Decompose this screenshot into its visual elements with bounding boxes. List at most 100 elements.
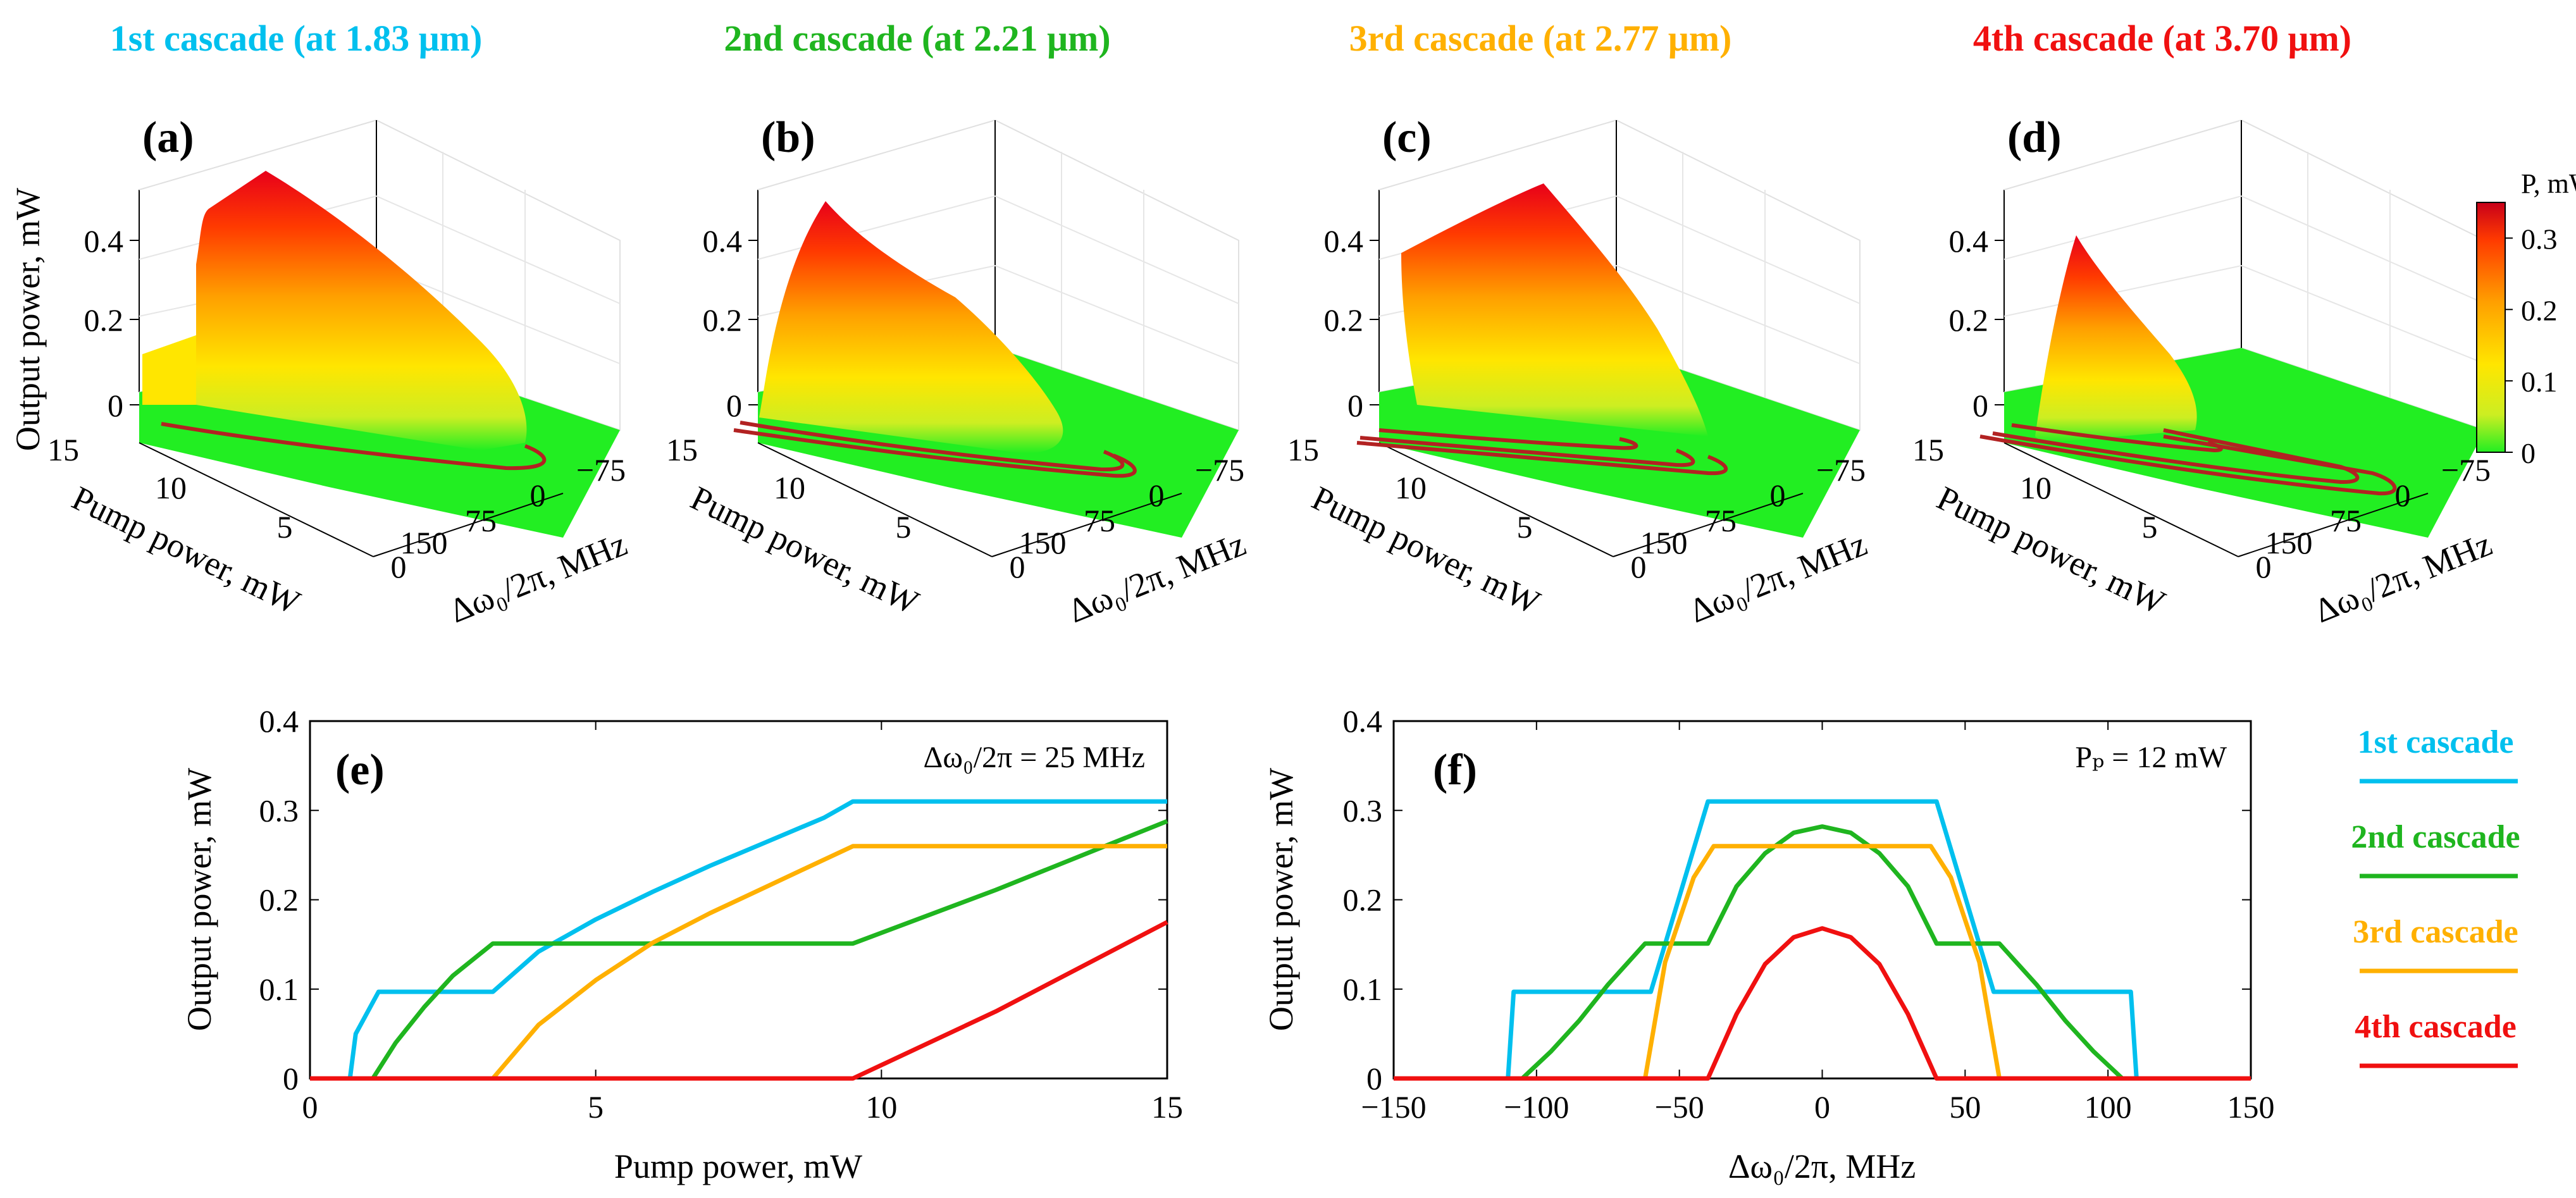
panel-e-xlabel: Pump power, mW: [614, 1147, 862, 1185]
panel-f-ylabel: Output power, mW: [1262, 768, 1300, 1031]
z-tick-label: 0: [108, 388, 123, 423]
z-tick-label: 0.2: [1324, 302, 1364, 338]
panel-f-label: (f): [1433, 746, 1477, 794]
z-tick-label: 0: [1972, 388, 1988, 423]
grid-lines: [1378, 152, 1861, 402]
y-tick-label: 0.4: [1343, 703, 1383, 739]
surface-step: [142, 335, 196, 405]
series-2-line: [310, 818, 1168, 1081]
panel-b-label: (b): [761, 113, 815, 162]
x-tick-label: 0: [391, 549, 407, 584]
contour-line: [1979, 435, 2397, 496]
surface: [1979, 235, 2397, 496]
y-tick-label: 0: [283, 1061, 299, 1096]
x-tick-label: 10: [865, 1089, 897, 1125]
x-tick-label: 15: [1912, 432, 1944, 467]
z-tick-label: 0.2: [1949, 302, 1989, 338]
panel-f: (f) Pₚ = 12 mW Δω₀/2π, MHz Output power,…: [1262, 703, 2275, 1185]
surface: [733, 201, 1137, 478]
x-tick-label: −150: [1361, 1089, 1426, 1125]
colorbar-tick-label: 0.2: [2521, 294, 2558, 326]
panel-f-axes-box: [1392, 720, 2252, 1080]
x-tick-label: 100: [2084, 1089, 2132, 1125]
panel-e-label: (e): [335, 746, 385, 794]
panel-c-label: (c): [1382, 113, 1432, 162]
x-tick-label: 0: [2256, 549, 2272, 584]
y-tick-label: 75: [1705, 503, 1737, 538]
x-tick-label: 0: [1631, 549, 1647, 584]
x-tick-label: 0: [1010, 549, 1025, 584]
surface-main: [2035, 235, 2197, 443]
grid-lines: [757, 152, 1239, 402]
y-tick-label: 150: [2265, 525, 2313, 560]
x-tick-label: 5: [277, 509, 293, 545]
y-tick-label: 0.2: [259, 882, 299, 918]
z-tick-label: 0: [1347, 388, 1363, 423]
x-tick-label: −100: [1504, 1089, 1569, 1125]
z-tick-label: 0.2: [84, 302, 124, 338]
y-tick-label: −75: [2441, 452, 2491, 488]
y-tick-label: 0: [1366, 1061, 1382, 1096]
series-1-line: [1394, 799, 2251, 1081]
z-tick-label: 0.4: [1324, 223, 1364, 259]
surface-main: [1401, 183, 1708, 436]
cascade-title-4: 4th cascade (at 3.70 μm): [1973, 18, 2351, 59]
x-tick-label: 10: [2020, 470, 2052, 505]
floor-axis-edges: [139, 442, 564, 557]
series-4-line: [1394, 926, 2251, 1081]
y-tick-label: 75: [465, 503, 497, 538]
series-2-line: [1394, 824, 2251, 1081]
colorbar-scale: [2476, 202, 2506, 453]
surface-main: [196, 171, 527, 450]
contour-line: [740, 421, 1125, 472]
x-tick-label: 15: [1151, 1089, 1183, 1125]
x-tick-label: 10: [1395, 470, 1427, 505]
panel-f-xlabel: Δω₀/2π, MHz: [1728, 1147, 1916, 1185]
y-tick-label: 150: [400, 525, 448, 560]
contour-line: [1356, 441, 1728, 476]
x-tick-label: 0: [302, 1089, 318, 1125]
z-tick-label: 0.4: [703, 223, 743, 259]
cascade-title-2: 2nd cascade (at 2.21 μm): [724, 18, 1110, 59]
y-tick-label: 0.1: [1343, 972, 1383, 1007]
y-tick-label: 0.1: [259, 972, 299, 1007]
legend-label: 1st cascade: [2358, 724, 2514, 760]
x-tick-label: 5: [1517, 509, 1533, 545]
z-axis-label: Output power, mW: [9, 188, 47, 451]
floor-axis-edges: [1378, 442, 1804, 557]
contour-line: [1378, 428, 1638, 450]
contour-line: [161, 422, 547, 471]
series-3-line: [1394, 844, 2251, 1081]
floor-axis-edges: [757, 442, 1182, 557]
y-tick-label: 0.2: [1343, 882, 1383, 918]
panel-f-annotation: Pₚ = 12 mW: [2075, 741, 2227, 774]
panel-d-label: (d): [2007, 113, 2062, 162]
x-tick-label: 15: [47, 432, 79, 467]
x-tick-label: 15: [1287, 432, 1319, 467]
y-tick-label: 0: [2395, 478, 2411, 513]
colorbar-tick-label: 0.3: [2521, 223, 2558, 255]
contour-line: [733, 428, 1137, 478]
legend-label: 2nd cascade: [2351, 819, 2520, 855]
y-tick-label: 150: [1640, 525, 1688, 560]
y-tick-label: 0: [530, 478, 546, 513]
legend-label: 4th cascade: [2355, 1009, 2517, 1045]
legend-label: 3rd cascade: [2353, 914, 2518, 950]
y-tick-label: 0.4: [259, 703, 299, 739]
colorbar-tick-label: 0: [2521, 437, 2536, 469]
panel-e-ylabel: Output power, mW: [180, 768, 218, 1031]
cascade-title-3: 3rd cascade (at 2.77 μm): [1349, 18, 1732, 59]
series-1-line: [310, 799, 1167, 1081]
colorbar-ticks: 0 0.1 0.2 0.3: [2505, 223, 2558, 469]
panel-e-annotation: Δω₀/2π = 25 MHz: [924, 741, 1145, 774]
colorbar-title: P, mW: [2521, 168, 2576, 199]
contour-line: [1992, 428, 2360, 485]
y-axis-label: Δω₀/2π, MHz: [444, 524, 632, 630]
x-tick-label: 15: [666, 432, 698, 467]
colorbar: P, mW 0 0.1 0.2 0.3: [2476, 168, 2576, 469]
surface: [142, 171, 547, 471]
y-axis-label: Δω₀/2π, MHz: [1063, 524, 1251, 630]
